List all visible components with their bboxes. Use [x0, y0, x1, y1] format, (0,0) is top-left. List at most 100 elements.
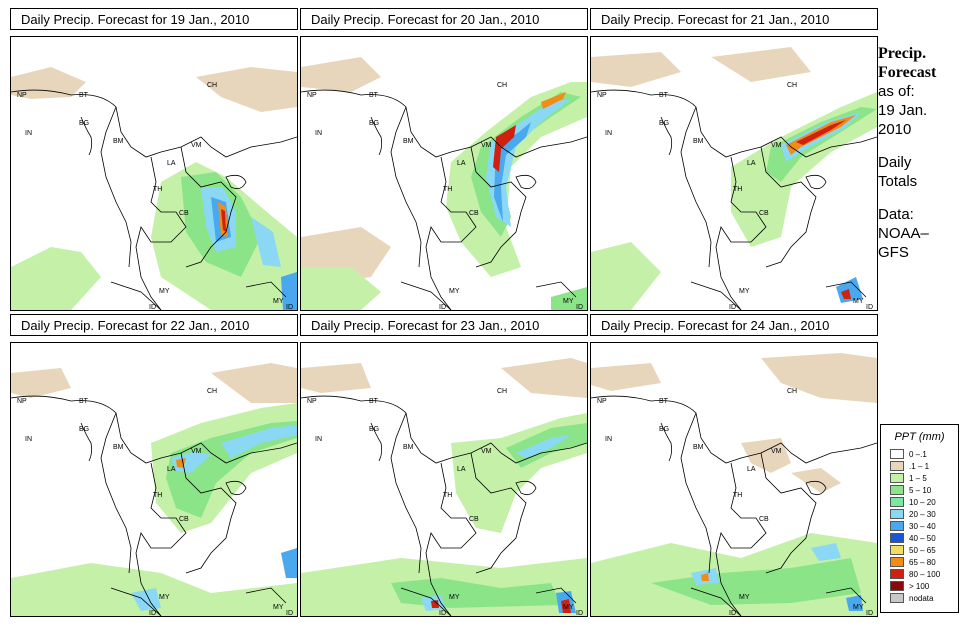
svg-text:LA: LA — [747, 466, 756, 473]
svg-text:TH: TH — [153, 492, 162, 499]
legend-item: 1 – 5 — [890, 472, 958, 484]
svg-text:VM: VM — [481, 448, 492, 455]
legend-label: 65 – 80 — [909, 557, 936, 567]
svg-text:NP: NP — [307, 398, 317, 405]
legend-item: 5 – 10 — [890, 484, 958, 496]
svg-text:VM: VM — [191, 448, 202, 455]
svg-text:BG: BG — [659, 120, 669, 127]
forecast-panel-jan22: Daily Precip. Forecast for 22 Jan., 2010 — [10, 314, 300, 617]
svg-text:CB: CB — [469, 516, 479, 523]
precip-map: NP BT BG IN BM CH VM LA TH CB MY ID MY I… — [10, 36, 298, 311]
svg-text:BG: BG — [369, 120, 379, 127]
country-borders — [591, 395, 877, 616]
data-source-2: GFS — [878, 244, 909, 261]
precip-field — [301, 57, 587, 310]
svg-text:BM: BM — [403, 444, 414, 451]
svg-text:TH: TH — [443, 186, 452, 193]
legend-label: 10 – 20 — [909, 497, 936, 507]
legend-item: 40 – 50 — [890, 532, 958, 544]
svg-text:BT: BT — [659, 92, 669, 99]
svg-text:IN: IN — [25, 130, 32, 137]
legend-label: 1 – 5 — [909, 473, 927, 483]
svg-text:ID: ID — [149, 304, 156, 310]
precip-map: NP BT BG IN BM CH VM LA TH CB MY ID MY I… — [10, 342, 298, 617]
svg-text:MY: MY — [563, 298, 574, 305]
svg-text:MY: MY — [739, 594, 750, 601]
svg-text:VM: VM — [771, 448, 782, 455]
precip-field — [301, 358, 587, 616]
precip-field — [591, 47, 877, 310]
legend-label: .1 – 1 — [909, 461, 930, 471]
legend-swatch — [890, 473, 904, 483]
svg-text:MY: MY — [853, 604, 864, 611]
heading-line-2: Forecast — [878, 64, 937, 81]
legend-label: 50 – 65 — [909, 545, 936, 555]
svg-text:CB: CB — [759, 516, 769, 523]
legend-swatch — [890, 545, 904, 555]
svg-text:MY: MY — [273, 298, 284, 305]
svg-text:IN: IN — [315, 436, 322, 443]
legend-label: 30 – 40 — [909, 521, 936, 531]
forecast-info: Precip. Forecast as of: 19 Jan. 2010 Dai… — [878, 44, 963, 262]
country-borders — [11, 395, 297, 616]
svg-text:LA: LA — [167, 160, 176, 167]
svg-text:BM: BM — [403, 138, 414, 145]
country-borders — [591, 89, 877, 310]
svg-text:IN: IN — [605, 436, 612, 443]
svg-text:ID: ID — [866, 610, 873, 616]
svg-text:MY: MY — [739, 288, 750, 295]
svg-text:MY: MY — [159, 594, 170, 601]
panel-title: Daily Precip. Forecast for 20 Jan., 2010 — [300, 8, 588, 30]
svg-text:BT: BT — [79, 92, 89, 99]
as-of-date: 19 Jan. — [878, 102, 928, 119]
legend-swatch — [890, 593, 904, 603]
legend-swatch — [890, 449, 904, 459]
svg-text:BT: BT — [659, 398, 669, 405]
svg-text:CH: CH — [207, 82, 217, 89]
svg-text:NP: NP — [17, 398, 27, 405]
svg-text:NP: NP — [17, 92, 27, 99]
country-labels: NP BT BG IN BM CH VM LA TH CB MY ID MY I… — [307, 388, 583, 616]
panel-title: Daily Precip. Forecast for 23 Jan., 2010 — [300, 314, 588, 336]
legend-title: PPT (mm) — [894, 431, 945, 443]
svg-text:VM: VM — [481, 142, 492, 149]
svg-text:LA: LA — [747, 160, 756, 167]
forecast-panel-jan23: Daily Precip. Forecast for 23 Jan., 2010 — [300, 314, 590, 617]
legend-swatch — [890, 521, 904, 531]
precip-map: NP BT BG IN BM CH VM LA TH CB MY ID MY I… — [300, 342, 588, 617]
svg-text:ID: ID — [439, 304, 446, 310]
legend-item: > 100 — [890, 580, 958, 592]
precip-map: NP BT BG IN BM CH VM LA TH CB MY ID MY I… — [590, 36, 878, 311]
svg-text:BG: BG — [659, 426, 669, 433]
data-source-1: NOAA– — [878, 225, 929, 242]
country-labels: NP BT BG IN BM CH VM LA TH CB MY ID MY I… — [597, 82, 873, 310]
legend-swatch — [890, 557, 904, 567]
svg-text:TH: TH — [443, 492, 452, 499]
legend-swatch — [890, 509, 904, 519]
svg-text:CB: CB — [179, 210, 189, 217]
svg-text:ID: ID — [286, 304, 293, 310]
legend-swatch — [890, 533, 904, 543]
period-label-2: Totals — [878, 173, 918, 190]
legend-label: 5 – 10 — [909, 485, 932, 495]
svg-text:MY: MY — [449, 594, 460, 601]
svg-text:VM: VM — [191, 142, 202, 149]
svg-text:IN: IN — [605, 130, 612, 137]
svg-text:BM: BM — [693, 138, 704, 145]
svg-text:NP: NP — [307, 92, 317, 99]
legend-items: 0 –.1 .1 – 1 1 – 5 5 – 10 10 – 20 20 – 30 30 –… — [881, 448, 958, 604]
svg-text:CB: CB — [759, 210, 769, 217]
country-labels: NP BT BG IN BM CH VM LA TH CB MY ID MY I… — [597, 388, 873, 616]
legend-label: 40 – 50 — [909, 533, 936, 543]
svg-text:CB: CB — [469, 210, 479, 217]
country-borders — [301, 395, 587, 616]
svg-text:ID: ID — [729, 610, 736, 616]
legend-item: 20 – 30 — [890, 508, 958, 520]
legend-item: 80 – 100 — [890, 568, 958, 580]
svg-text:MY: MY — [159, 288, 170, 295]
legend-label: > 100 — [909, 581, 930, 591]
svg-text:LA: LA — [457, 160, 466, 167]
legend-item: 65 – 80 — [890, 556, 958, 568]
svg-text:CH: CH — [207, 388, 217, 395]
as-of-year: 2010 — [878, 121, 912, 138]
